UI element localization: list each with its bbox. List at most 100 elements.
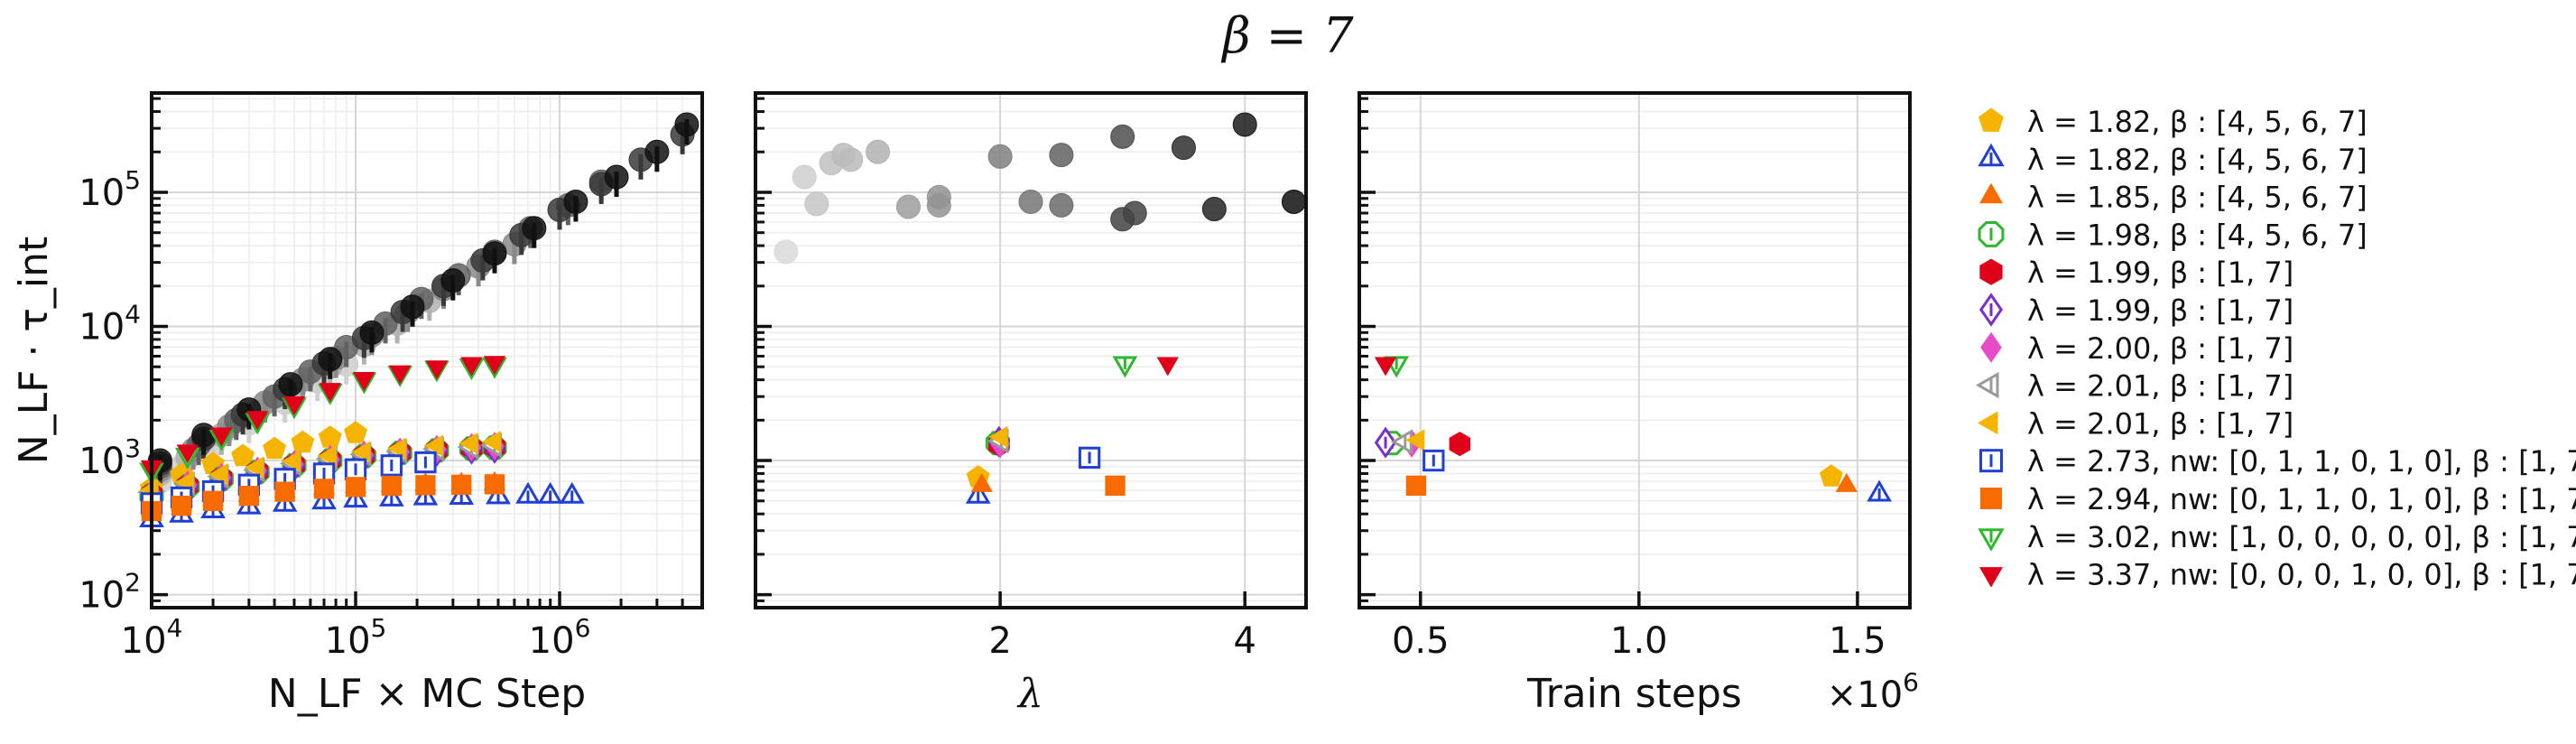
gray-point [792, 164, 817, 190]
x-axis-label: Train steps [1526, 671, 1742, 717]
legend-entry: λ = 1.99, β : [1, 7] [1979, 256, 2293, 290]
legend-entry: λ = 1.82, β : [4, 5, 6, 7] [1978, 105, 2368, 139]
legend-label: λ = 2.01, β : [1, 7] [2027, 406, 2293, 441]
legend-entry: λ = 1.99, β : [1, 7] [1978, 293, 2293, 328]
x-tick-label: 1.5 [1829, 620, 1886, 662]
gray-point [1281, 189, 1306, 214]
gray-point [563, 189, 588, 214]
series-10-point [1405, 475, 1427, 497]
x-tick-label: 4 [1233, 620, 1256, 662]
legend-entry: λ = 2.94, nw: [0, 1, 1, 0, 1, 0], β : [1… [1980, 482, 2576, 516]
gray-point [926, 192, 951, 218]
legend-marker-6 [1980, 331, 2002, 363]
gray-point [522, 216, 547, 241]
series-10-point [274, 481, 295, 502]
series-0-point [291, 430, 315, 453]
legend-entry: λ = 1.82, β : [4, 5, 6, 7] [1978, 143, 2368, 177]
legend-entry: λ = 1.98, β : [4, 5, 6, 7] [1978, 218, 2368, 252]
major-grid [1359, 93, 1910, 608]
series-10-point [202, 490, 224, 511]
gray-point [987, 144, 1013, 169]
series-8-point [1405, 429, 1425, 451]
legend-entry: λ = 3.02, nw: [1, 0, 0, 0, 0, 0], β : [1… [1978, 520, 2576, 554]
series-2-point [970, 472, 993, 492]
data-marks [774, 112, 1306, 504]
gray-point [400, 294, 425, 320]
x-axis-label: λ [1016, 671, 1043, 717]
series-10-point [381, 475, 402, 497]
legend-label: λ = 1.82, β : [4, 5, 6, 7] [2027, 105, 2368, 139]
series-12-point [319, 383, 341, 403]
legend-label: λ = 1.98, β : [4, 5, 6, 7] [2027, 218, 2368, 252]
gray-point [774, 239, 799, 265]
series-0-point [344, 421, 367, 443]
legend-marker-10 [1980, 488, 2002, 509]
series-12-point [1374, 357, 1397, 377]
legend-marker-7 [1975, 371, 1999, 399]
x-tick-label: 105 [325, 613, 387, 662]
x-tick-label: 2 [988, 620, 1011, 662]
series-8-point [317, 444, 337, 468]
gray-point [866, 139, 891, 164]
data-marks [1374, 356, 1892, 502]
gray-point [1201, 197, 1227, 222]
legend-entry: λ = 2.00, β : [1, 7] [1980, 331, 2293, 366]
series-10-point [345, 477, 366, 498]
series-12-point [353, 372, 375, 392]
gray-point [895, 194, 921, 219]
x-tick-label: 106 [529, 613, 591, 662]
series-8-point [988, 425, 1008, 449]
series-8-point [281, 450, 301, 472]
series-12-point [283, 395, 306, 415]
major-grid [755, 93, 1306, 608]
x-tick-label: 104 [121, 613, 183, 662]
gray-point [1049, 143, 1074, 168]
y-tick-label: 102 [79, 568, 141, 617]
series-10-point [451, 474, 472, 496]
series-12-point [1156, 357, 1179, 377]
gray-point [318, 347, 343, 372]
gray-point [804, 191, 829, 217]
data-marks [137, 112, 700, 527]
legend-entry: λ = 2.73, nw: [0, 1, 1, 0, 1, 0], β : [1… [1979, 444, 2576, 479]
legend-label: λ = 1.99, β : [1, 7] [2027, 293, 2293, 328]
series-4-point [1449, 432, 1471, 457]
series-8-point [208, 463, 228, 486]
series-0-point [263, 436, 287, 460]
series-12-point [483, 356, 506, 376]
series-12-point [389, 365, 412, 385]
series-12-point [210, 427, 233, 447]
series-0-point [318, 425, 342, 448]
gray-point [831, 143, 857, 168]
x-tick-label: 0.5 [1392, 620, 1450, 662]
gray-point [644, 139, 670, 164]
gray-point [359, 320, 385, 345]
y-tick-label: 104 [79, 300, 141, 349]
series-12-point [425, 360, 449, 380]
gray-point [1049, 192, 1074, 218]
legend-entry: λ = 2.01, β : [1, 7] [1975, 369, 2293, 404]
legend-entry: λ = 1.85, β : [4, 5, 6, 7] [1979, 181, 2368, 215]
panel-autocorrelation-vs-train-steps: 0.5 1.0 1.5 Train steps ×106 [1357, 91, 1919, 717]
legend-label: λ = 1.82, β : [4, 5, 6, 7] [2027, 143, 2368, 177]
series-8-point [245, 456, 264, 479]
series-8-point [459, 432, 478, 455]
series-12-point [246, 411, 269, 431]
series-0-point [1819, 464, 1843, 487]
gray-point [1018, 189, 1043, 214]
legend-marker-2 [1979, 182, 2003, 204]
axes-frame [150, 91, 704, 609]
legend: λ = 1.82, β : [4, 5, 6, 7] λ = 1.82, β : … [1975, 105, 2576, 592]
y-tick-label: 103 [79, 433, 141, 482]
gray-point [482, 241, 507, 266]
series-2-point [1835, 472, 1858, 492]
legend-label: λ = 3.02, nw: [1, 0, 0, 0, 0, 0], β : [1… [2027, 520, 2576, 554]
gray-point [1171, 135, 1196, 161]
series-10-point [238, 486, 259, 507]
series-8-point [481, 431, 501, 453]
gray-point [604, 164, 629, 190]
series-10-point [1105, 475, 1126, 497]
legend-entry: λ = 2.01, β : [1, 7] [1977, 406, 2293, 441]
gray-point [1110, 124, 1135, 149]
legend-marker-12 [1979, 567, 2003, 588]
